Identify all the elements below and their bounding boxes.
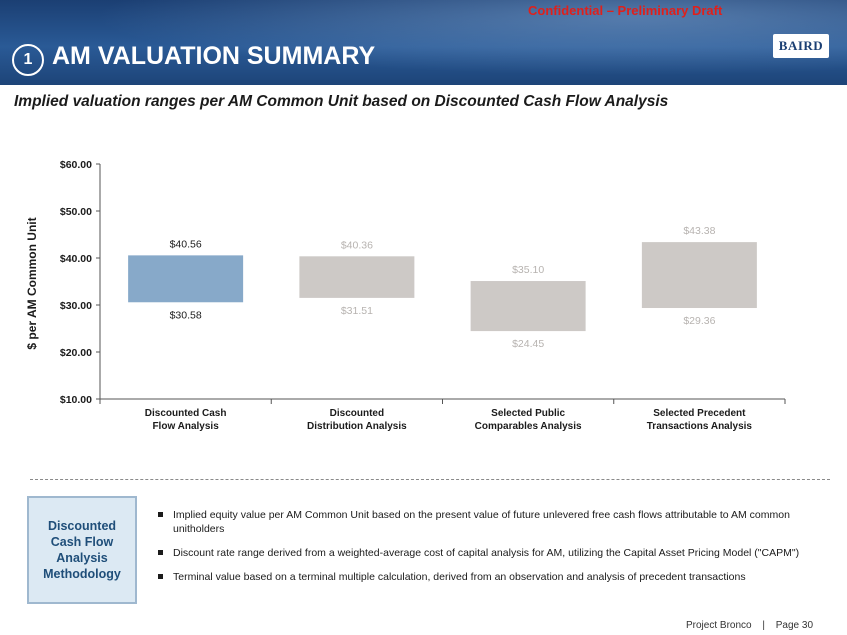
high-value-label: $40.56 [170, 238, 202, 250]
page-title: AM VALUATION SUMMARY [52, 42, 376, 70]
y-tick-label: $30.00 [60, 300, 92, 312]
methodology-bullet: Terminal value based on a terminal multi… [155, 570, 825, 584]
low-value-label: $30.58 [170, 309, 202, 321]
header-banner: Confidential – Preliminary Draft 1 AM VA… [0, 0, 847, 85]
y-tick-label: $60.00 [60, 159, 92, 171]
valuation-range-chart: $10.00 $20.00 $30.00 $40.00 $50.00 $60.00 $ pe… [25, 159, 786, 432]
low-value-label: $24.45 [512, 338, 544, 350]
range-bar [128, 255, 244, 303]
baird-logo: BAIRD [773, 34, 829, 58]
methodology-bullets: Implied equity value per AM Common Unit … [155, 508, 825, 594]
chart-subtitle: Implied valuation ranges per AM Common U… [14, 93, 669, 110]
x-category-label: Flow Analysis [152, 421, 219, 432]
y-tick-label: $40.00 [60, 253, 92, 265]
methodology-bullet: Implied equity value per AM Common Unit … [155, 508, 825, 536]
footer-separator: | [762, 620, 765, 631]
x-category-label: Comparables Analysis [475, 421, 582, 432]
x-category-label: Discounted [330, 408, 384, 419]
y-axis-title: $ per AM Common Unit [25, 217, 39, 349]
y-tick-label: $20.00 [60, 347, 92, 359]
confidential-label: Confidential – Preliminary Draft [528, 3, 723, 18]
header-background-image [0, 0, 847, 85]
low-value-label: $31.51 [341, 305, 373, 317]
range-bar [299, 256, 415, 298]
x-category-label: Distribution Analysis [307, 421, 407, 432]
section-number-badge: 1 [12, 44, 44, 76]
methodology-heading: Discounted Cash Flow Analysis Methodolog… [43, 519, 121, 581]
low-value-label: $29.36 [683, 315, 715, 327]
x-category-label: Selected Precedent [653, 408, 746, 419]
footer-page-number: Page 30 [775, 620, 814, 631]
high-value-label: $40.36 [341, 239, 373, 251]
x-category-label: Selected Public [491, 408, 565, 419]
y-tick-label: $50.00 [60, 206, 92, 218]
y-tick-label: $10.00 [60, 394, 92, 406]
x-category-label: Discounted Cash [145, 408, 227, 419]
range-bar [470, 281, 586, 332]
footer: Project Bronco | Page 30 [686, 620, 813, 631]
methodology-bullet: Discount rate range derived from a weigh… [155, 546, 825, 560]
x-category-label: Transactions Analysis [647, 421, 753, 432]
high-value-label: $43.38 [683, 225, 715, 237]
footer-project: Project Bronco [686, 620, 752, 631]
high-value-label: $35.10 [512, 264, 544, 276]
section-divider [30, 479, 830, 480]
methodology-heading-box: Discounted Cash Flow Analysis Methodolog… [27, 496, 137, 604]
range-bar [641, 242, 757, 309]
